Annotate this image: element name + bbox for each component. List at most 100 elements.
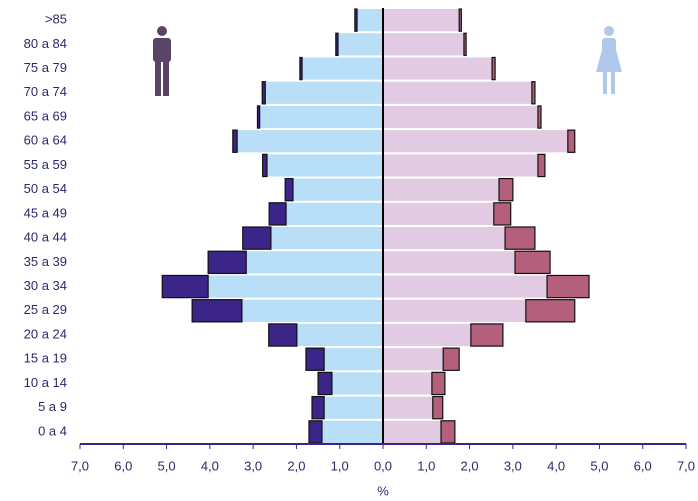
- bar: [383, 202, 494, 225]
- x-tick-label: 4,0: [201, 458, 219, 473]
- y-tick-label: >85: [45, 12, 67, 27]
- bar: [432, 395, 444, 420]
- bar: [246, 251, 383, 274]
- y-tick-label: 60 a 64: [24, 133, 67, 148]
- bar: [493, 202, 512, 226]
- bar: [324, 396, 383, 419]
- bar: [354, 8, 358, 32]
- bar: [161, 274, 209, 299]
- y-tick-label: 55 a 59: [24, 157, 67, 172]
- bar: [383, 372, 432, 395]
- y-tick-label: 50 a 54: [24, 181, 67, 196]
- bar: [296, 323, 383, 347]
- bar: [525, 299, 576, 323]
- bar: [491, 56, 496, 81]
- y-tick-label: 0 a 4: [38, 423, 67, 438]
- bar: [383, 323, 471, 347]
- bar: [458, 8, 462, 32]
- bar: [317, 371, 333, 396]
- y-tick-label: 70 a 74: [24, 84, 67, 99]
- bar: [237, 130, 383, 153]
- bar: [262, 153, 268, 178]
- x-tick-label: 1,0: [331, 458, 349, 473]
- y-tick-label: 35 a 39: [24, 254, 67, 269]
- bar: [383, 57, 493, 80]
- bar: [268, 323, 298, 347]
- y-tick-label: 65 a 69: [24, 108, 67, 123]
- y-tick-label: 25 a 29: [24, 302, 67, 317]
- bar: [259, 105, 383, 129]
- bar: [498, 177, 514, 202]
- bar: [383, 275, 548, 298]
- x-tick-label: 4,0: [547, 458, 565, 473]
- bar: [286, 202, 383, 225]
- y-tick-label: 45 a 49: [24, 205, 67, 220]
- bar: [383, 396, 433, 419]
- y-tick-label: 40 a 44: [24, 230, 67, 245]
- y-tick-label: 5 a 9: [38, 399, 67, 414]
- bar: [284, 177, 294, 202]
- x-axis-label: %: [377, 483, 389, 498]
- female-icon: [596, 26, 622, 94]
- bar: [514, 250, 551, 275]
- y-tick-label: 30 a 34: [24, 278, 67, 293]
- bar: [383, 81, 532, 104]
- bar: [567, 129, 576, 153]
- bar: [470, 323, 504, 347]
- bar: [537, 105, 542, 129]
- bar: [504, 226, 536, 250]
- bar: [266, 154, 383, 177]
- y-tick-label: 15 a 19: [24, 351, 67, 366]
- bar: [241, 299, 383, 322]
- y-tick-label: 10 a 14: [24, 375, 67, 390]
- bar: [383, 130, 568, 153]
- bar: [357, 9, 383, 32]
- bar: [311, 395, 325, 420]
- y-tick-label: 80 a 84: [24, 36, 67, 51]
- bar: [546, 274, 590, 299]
- bar: [383, 420, 442, 443]
- bar: [331, 372, 383, 395]
- bar: [335, 32, 339, 57]
- bar: [191, 299, 243, 323]
- x-tick-label: 2,0: [287, 458, 305, 473]
- bar: [268, 202, 287, 226]
- bar: [308, 420, 323, 444]
- bar: [531, 81, 536, 105]
- x-tick-label: 6,0: [634, 458, 652, 473]
- x-tick-label: 2,0: [461, 458, 479, 473]
- bar: [337, 33, 383, 56]
- bar: [292, 178, 383, 201]
- bar: [207, 250, 247, 275]
- x-tick-label: 6,0: [114, 458, 132, 473]
- bar: [383, 299, 526, 322]
- bar: [270, 227, 383, 250]
- bar: [383, 105, 538, 129]
- x-tick-label: 5,0: [590, 458, 608, 473]
- bar: [383, 9, 460, 32]
- bar: [383, 178, 500, 201]
- bar: [324, 348, 383, 371]
- male-icon: [153, 26, 171, 96]
- x-tick-label: 0,0: [374, 458, 392, 473]
- bar: [299, 56, 303, 81]
- y-tick-label: 20 a 24: [24, 326, 67, 341]
- x-tick-label: 5,0: [158, 458, 176, 473]
- bar: [305, 347, 325, 371]
- bar: [463, 32, 467, 57]
- bar: [261, 81, 266, 105]
- x-tick-label: 7,0: [71, 458, 89, 473]
- bar: [256, 105, 261, 129]
- bar: [383, 33, 464, 56]
- x-tick-label: 3,0: [244, 458, 262, 473]
- y-tick-label: 75 a 79: [24, 60, 67, 75]
- bar: [431, 371, 446, 396]
- x-tick-label: 3,0: [504, 458, 522, 473]
- bar: [265, 81, 383, 104]
- bar: [442, 347, 460, 371]
- x-tick-label: 1,0: [417, 458, 435, 473]
- bar: [232, 129, 238, 153]
- x-tick-label: 7,0: [677, 458, 695, 473]
- bar: [383, 154, 538, 177]
